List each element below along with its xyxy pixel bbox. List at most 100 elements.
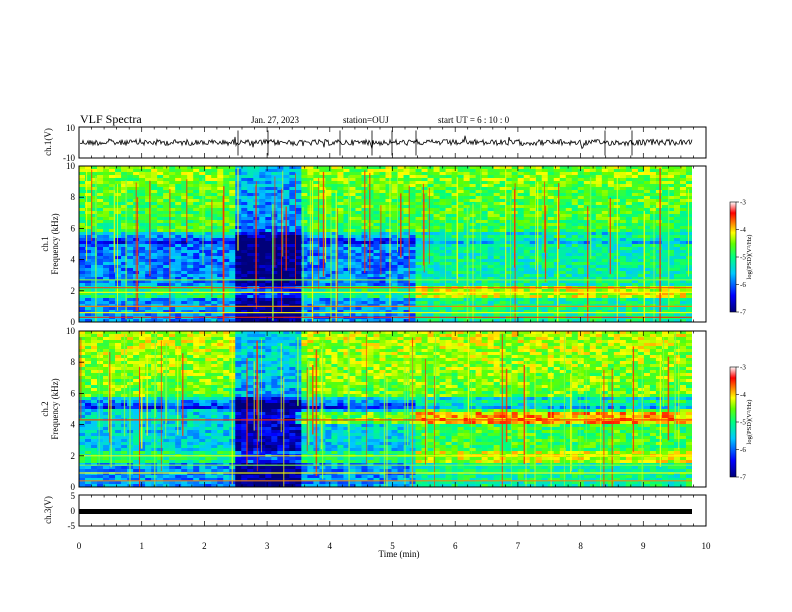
- ch1-spectrogram-cell: [139, 304, 146, 308]
- ch1-spectrogram-cell: [385, 190, 392, 194]
- ch1-spectrogram-cell: [97, 193, 104, 197]
- ch1-spectrogram-cell: [643, 187, 651, 191]
- ch1-spectrogram-cell: [331, 244, 338, 248]
- ch1-spectrogram-cell: [355, 268, 362, 272]
- ch1-spectrogram-cell: [637, 265, 645, 269]
- ch1-spectrogram-cell: [589, 271, 597, 275]
- ch1-spectrogram-cell: [277, 208, 284, 212]
- ch1-spectrogram-cell: [553, 301, 561, 305]
- ch1-spectrogram-cell: [577, 232, 585, 236]
- ch1-spectrogram-cell: [97, 187, 104, 191]
- ch1-spectrogram-cell: [487, 199, 494, 203]
- ch1-spectrogram-cell: [103, 196, 110, 200]
- ch1-spectrogram-cell: [625, 193, 633, 197]
- ch1-spectrogram-cell: [241, 199, 248, 203]
- ch1-spectrogram-cell: [505, 193, 513, 197]
- ch1-spectrogram-cell: [289, 190, 296, 194]
- ch1-spectrogram-cell: [643, 280, 651, 284]
- ch1-spectrogram-cell: [337, 283, 344, 287]
- ch1-spectrogram-cell: [79, 178, 86, 182]
- ch1-spectrogram-cell: [565, 256, 573, 260]
- ch1-spectrogram-cell: [493, 262, 500, 266]
- ch1-spectrogram-cell: [91, 220, 98, 224]
- ch1-spectrogram-cell: [445, 301, 452, 305]
- ch1-spectrogram-cell: [241, 289, 248, 293]
- ch1-spectrogram-cell: [487, 289, 494, 293]
- ch1-spectrogram-cell: [427, 289, 434, 293]
- ch1-spectrogram-cell: [349, 226, 356, 230]
- ch1-spectrogram-cell: [559, 268, 567, 272]
- ch1-spectrogram-cell: [79, 247, 86, 251]
- ch1-spectrogram-cell: [343, 262, 350, 266]
- ch1-spectrogram-cell: [79, 280, 86, 284]
- ch1-spectrogram-cell: [145, 244, 152, 248]
- ch1-spectrogram-cell: [175, 277, 182, 281]
- ch1-spectrogram-cell: [277, 205, 284, 209]
- ch1-spectrogram-cell: [451, 307, 458, 311]
- ch1-spectrogram-cell: [115, 205, 122, 209]
- ch1-spectrogram-cell: [91, 256, 98, 260]
- ch1-spectrogram-cell: [493, 304, 500, 308]
- ch1-spectrogram-cell: [91, 274, 98, 278]
- ch1-spectrogram-cell: [121, 181, 128, 185]
- ch1-spectrogram-cell: [517, 292, 525, 296]
- ch1-spectrogram-cell: [553, 226, 561, 230]
- ch1-spectrogram-cell: [127, 256, 134, 260]
- ch1-spectrogram-cell: [607, 208, 615, 212]
- ch1-spectrogram-cell: [283, 181, 290, 185]
- ch1-spectrogram-cell: [145, 196, 152, 200]
- ch1-spectrogram-cell: [595, 298, 603, 302]
- ch1-spectrogram-cell: [499, 244, 506, 248]
- ch1-spectrogram-cell: [169, 238, 176, 242]
- ch1-spectrogram-cell: [241, 313, 248, 317]
- ch1-spectrogram-cell: [643, 226, 651, 230]
- ch1-spectrogram-cell: [391, 184, 398, 188]
- ch1-spectrogram-cell: [157, 265, 164, 269]
- ch1-spectrogram-cell: [301, 304, 308, 308]
- ch1-spectrogram-cell: [529, 274, 537, 278]
- ch1-spectrogram-cell: [175, 310, 182, 314]
- ch1-spectrogram-cell: [241, 259, 248, 263]
- ch1-spectrogram-cell: [595, 235, 603, 239]
- ch1-spectrogram-cell: [421, 208, 428, 212]
- ch1-spectrogram-cell: [223, 256, 230, 260]
- ch1-spectrogram-cell: [445, 226, 452, 230]
- ch1-spectrogram-cell: [85, 181, 92, 185]
- ch1-spectrogram-cell: [517, 244, 525, 248]
- ch1-spectrogram-cell: [349, 166, 356, 170]
- ch1-spectrogram-cell: [589, 220, 597, 224]
- ch1-spectrogram-cell: [637, 235, 645, 239]
- ch1-spectrogram-cell: [97, 199, 104, 203]
- ch1-spectrogram-cell: [187, 280, 194, 284]
- ch1-spectrogram-cell: [217, 205, 224, 209]
- ch1-spectrogram-cell: [625, 283, 633, 287]
- ch1-spectrogram-cell: [565, 271, 573, 275]
- ch1-spectrogram-cell: [97, 184, 104, 188]
- ch1-spectrogram-cell: [379, 271, 386, 275]
- ch1-spectrogram-cell: [481, 169, 488, 173]
- ch1-spectrogram-cell: [571, 313, 579, 317]
- ch1-spectrogram-cell: [493, 196, 500, 200]
- ch1-spectrogram-cell: [643, 229, 651, 233]
- ch1-spectrogram-cell: [247, 199, 254, 203]
- ch1-spectrogram-cell: [601, 304, 609, 308]
- ch1-spectrogram-cell: [391, 250, 398, 254]
- ch1-spectrogram-cell: [277, 175, 284, 179]
- ch1-spectrogram-cell: [385, 178, 392, 182]
- ch1-spectrogram-cell: [175, 208, 182, 212]
- ch1-spectrogram-cell: [589, 256, 597, 260]
- ch1-spectrogram-cell: [391, 169, 398, 173]
- ch1-spectrogram-cell: [499, 184, 506, 188]
- ch1-spectrogram-cell: [109, 196, 116, 200]
- ch1-spectrogram-cell: [643, 307, 651, 311]
- ch1-spectrogram-cell: [391, 178, 398, 182]
- ch1-spectrogram-cell: [145, 226, 152, 230]
- ch1-spectrogram-cell: [559, 193, 567, 197]
- ch1-spectrogram-cell: [313, 268, 320, 272]
- ch1-spectrogram-cell: [343, 238, 350, 242]
- ch1-spectrogram-cell: [487, 169, 494, 173]
- ch1-spectrogram-cell: [571, 214, 579, 218]
- ch1-spectrogram-cell: [85, 280, 92, 284]
- ch1-spectrogram-cell: [211, 307, 218, 311]
- ch1-spectrogram-cell: [115, 202, 122, 206]
